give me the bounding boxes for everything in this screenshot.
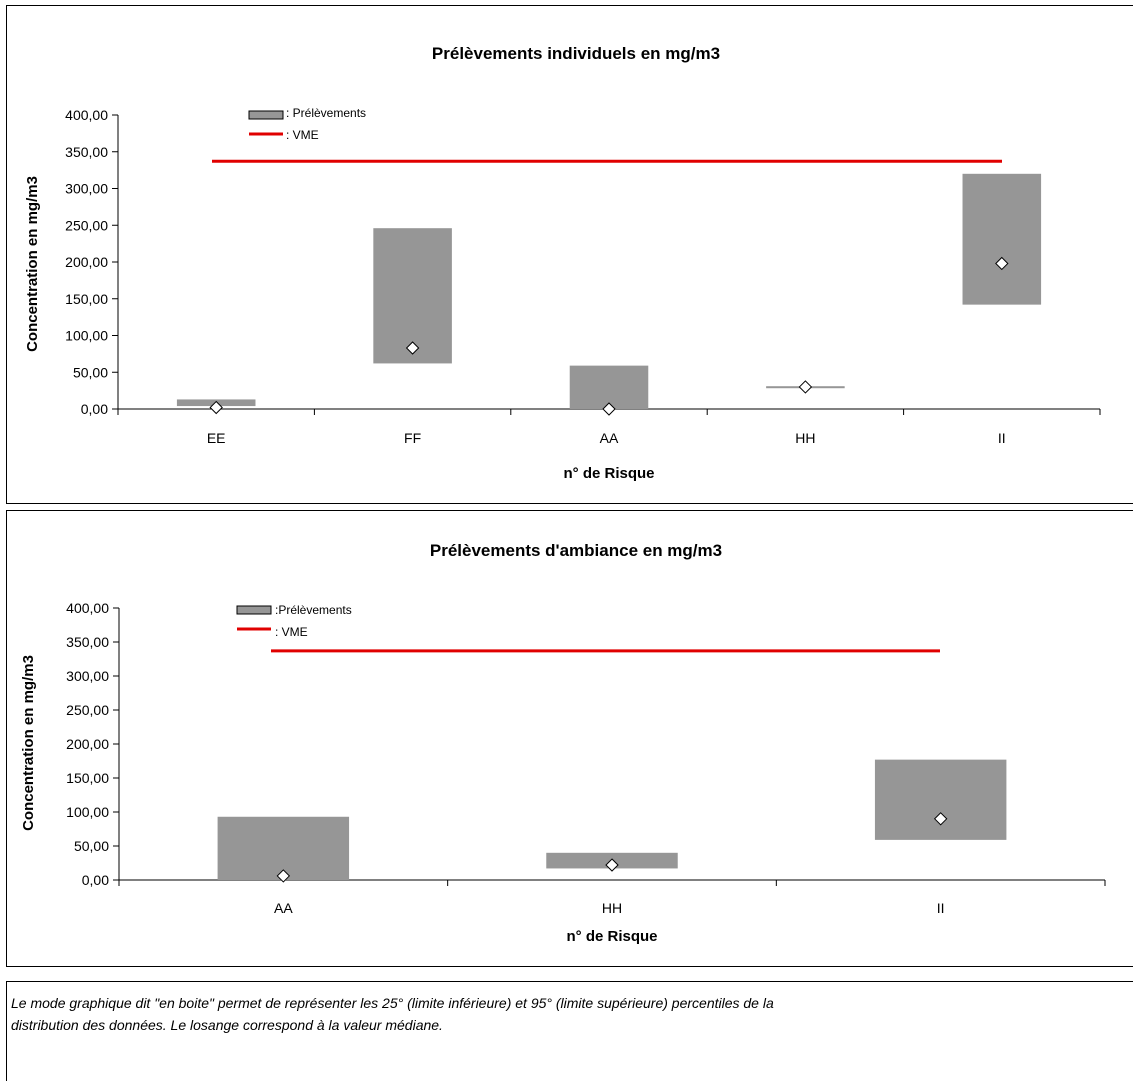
y-tick-label: 200,00	[66, 736, 109, 752]
chart-individual: Prélèvements individuels en mg/m3 0,00 50,…	[24, 44, 1101, 482]
chart-title: Prélèvements individuels en mg/m3	[432, 44, 720, 63]
note-line-1: Le mode graphique dit "en boite" permet …	[11, 995, 774, 1011]
median-marker-HH	[798, 380, 813, 394]
x-category-label: II	[998, 430, 1006, 446]
median-marker-AA	[602, 402, 616, 416]
median-marker-II	[995, 256, 1009, 271]
median-marker-HH	[605, 858, 619, 872]
box-AA	[569, 365, 649, 409]
y-tick-label: 350,00	[66, 634, 109, 650]
box-II	[874, 759, 1007, 840]
x-category-label: HH	[795, 430, 815, 446]
chart-panel-individual: Prélèvements individuels en mg/m3 0,00 50,…	[6, 5, 1133, 504]
x-category-label: II	[937, 900, 945, 916]
y-tick-label: 100,00	[65, 328, 108, 344]
x-category-label: AA	[600, 430, 619, 446]
median-marker-FF	[405, 341, 420, 355]
x-axis-title: n° de Risque	[563, 465, 654, 482]
explanation-note: Le mode graphique dit "en boite" permet …	[6, 981, 1133, 1081]
y-tick-label: 0,00	[82, 872, 109, 888]
y-tick-label: 350,00	[65, 144, 108, 160]
legend-label-vme: : VME	[275, 625, 308, 639]
box-II	[962, 173, 1042, 305]
y-tick-label: 0,00	[81, 401, 108, 417]
y-tick-label: 150,00	[66, 770, 109, 786]
legend-label-prelevements: :Prélèvements	[275, 603, 352, 617]
y-tick-label: 300,00	[65, 181, 108, 197]
median-marker-AA	[276, 869, 291, 883]
chart-title: Prélèvements d'ambiance en mg/m3	[430, 541, 722, 560]
x-axis-title: n° de Risque	[566, 928, 657, 945]
note-line-2: distribution des données. Le losange cor…	[11, 1017, 443, 1033]
legend-label-prelevements: : Prélèvements	[286, 106, 366, 120]
legend-swatch-prelevements	[248, 110, 284, 120]
y-axis-title: Concentration en mg/m3	[24, 176, 41, 352]
y-tick-label: 50,00	[74, 838, 109, 854]
y-tick-label: 100,00	[66, 804, 109, 820]
x-category-label: HH	[602, 900, 622, 916]
y-tick-label: 250,00	[65, 217, 108, 233]
y-tick-label: 400,00	[66, 600, 109, 616]
y-axis-title: Concentration en mg/m3	[20, 655, 37, 831]
y-tick-label: 400,00	[65, 107, 108, 123]
x-category-label: EE	[207, 430, 226, 446]
median-marker-EE	[209, 400, 223, 415]
y-tick-label: 200,00	[65, 254, 108, 270]
y-tick-label: 300,00	[66, 668, 109, 684]
chart-panel-ambient: Prélèvements d'ambiance en mg/m3 0,00 50,0…	[6, 510, 1133, 967]
legend-swatch-prelevements	[236, 605, 272, 615]
legend-label-vme: : VME	[286, 128, 319, 142]
note-text: Le mode graphique dit "en boite" permet …	[11, 992, 1121, 1036]
y-tick-label: 150,00	[65, 291, 108, 307]
box-FF	[373, 228, 452, 364]
x-category-label: FF	[404, 430, 421, 446]
chart-ambient: Prélèvements d'ambiance en mg/m3 0,00 50,0…	[20, 541, 1106, 945]
y-tick-label: 50,00	[73, 364, 108, 380]
x-category-label: AA	[274, 900, 293, 916]
median-marker-II	[933, 812, 948, 826]
y-tick-label: 250,00	[66, 702, 109, 718]
